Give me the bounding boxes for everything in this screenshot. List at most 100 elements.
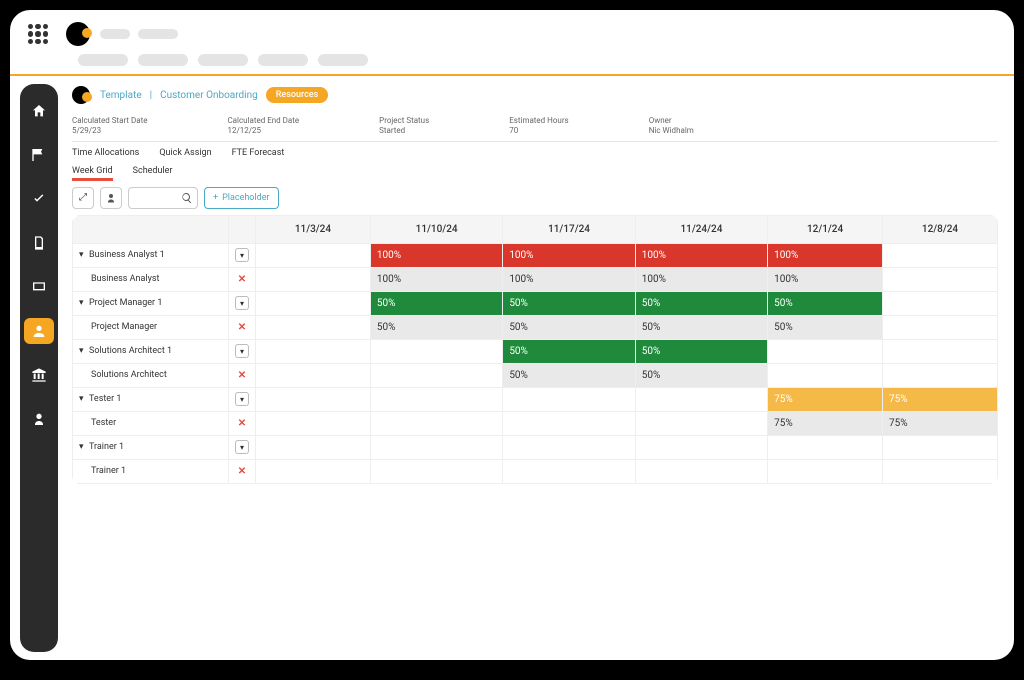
tab-time-allocations[interactable]: Time Allocations <box>72 148 139 158</box>
tab-fte-forecast[interactable]: FTE Forecast <box>232 148 285 158</box>
nav-board[interactable] <box>24 274 54 300</box>
row-label[interactable]: Project Manager <box>73 315 229 339</box>
allocation-cell[interactable] <box>635 435 767 459</box>
allocation-cell[interactable]: 100% <box>503 243 635 267</box>
allocation-cell[interactable]: 50% <box>503 291 635 315</box>
allocation-cell[interactable] <box>635 387 767 411</box>
chevron-down-icon[interactable]: ▾ <box>79 346 87 356</box>
nav-home[interactable] <box>24 98 54 124</box>
nav-bank[interactable] <box>24 362 54 388</box>
allocation-cell[interactable]: 50% <box>503 315 635 339</box>
allocation-cell[interactable] <box>256 459 371 483</box>
allocation-cell[interactable] <box>256 435 371 459</box>
allocation-cell[interactable] <box>768 435 883 459</box>
allocation-cell[interactable] <box>635 459 767 483</box>
placeholder-button[interactable]: + Placeholder <box>204 187 279 209</box>
allocation-cell[interactable] <box>883 315 998 339</box>
allocation-cell[interactable] <box>370 387 502 411</box>
nav-user[interactable] <box>24 406 54 432</box>
allocation-cell[interactable] <box>503 387 635 411</box>
allocation-cell[interactable]: 75% <box>883 411 998 435</box>
allocation-cell[interactable] <box>883 363 998 387</box>
allocation-cell[interactable] <box>768 363 883 387</box>
allocation-cell[interactable]: 50% <box>768 291 883 315</box>
allocation-cell[interactable] <box>256 387 371 411</box>
allocation-cell[interactable]: 75% <box>768 387 883 411</box>
allocation-cell[interactable] <box>256 339 371 363</box>
allocation-cell[interactable] <box>503 435 635 459</box>
allocation-cell[interactable] <box>256 291 371 315</box>
row-label[interactable]: ▾Solutions Architect 1 <box>73 339 229 363</box>
allocation-cell[interactable] <box>256 267 371 291</box>
allocation-cell[interactable] <box>883 267 998 291</box>
chevron-down-icon[interactable]: ▾ <box>79 442 87 452</box>
chevron-down-icon[interactable]: ▾ <box>79 298 87 308</box>
row-label[interactable]: Tester <box>73 411 229 435</box>
tab-week-grid[interactable]: Week Grid <box>72 166 113 181</box>
apps-grid-icon[interactable] <box>28 24 48 44</box>
allocation-cell[interactable]: 75% <box>883 387 998 411</box>
row-menu-button[interactable]: ▾ <box>235 344 249 358</box>
allocation-cell[interactable]: 50% <box>503 339 635 363</box>
allocation-cell[interactable] <box>768 459 883 483</box>
user-filter-button[interactable] <box>100 187 122 209</box>
allocation-cell[interactable] <box>370 339 502 363</box>
search-input[interactable] <box>128 187 198 209</box>
allocation-cell[interactable] <box>256 315 371 339</box>
chevron-down-icon[interactable]: ▾ <box>79 250 87 260</box>
row-label[interactable]: ▾Business Analyst 1 <box>73 243 229 267</box>
allocation-cell[interactable]: 50% <box>635 339 767 363</box>
nav-flag[interactable] <box>24 142 54 168</box>
allocation-cell[interactable]: 100% <box>370 267 502 291</box>
allocation-cell[interactable]: 100% <box>635 243 767 267</box>
allocation-cell[interactable]: 50% <box>503 363 635 387</box>
allocation-cell[interactable] <box>883 291 998 315</box>
allocation-cell[interactable]: 100% <box>768 243 883 267</box>
allocation-cell[interactable]: 50% <box>370 315 502 339</box>
allocation-cell[interactable]: 50% <box>370 291 502 315</box>
allocation-cell[interactable]: 100% <box>503 267 635 291</box>
tab-scheduler[interactable]: Scheduler <box>133 166 173 181</box>
allocation-cell[interactable]: 50% <box>635 363 767 387</box>
allocation-cell[interactable] <box>256 411 371 435</box>
allocation-cell[interactable]: 100% <box>768 267 883 291</box>
remove-button[interactable]: ✕ <box>238 274 246 285</box>
nav-check[interactable] <box>24 186 54 212</box>
allocation-cell[interactable]: 50% <box>635 291 767 315</box>
row-label[interactable]: Business Analyst <box>73 267 229 291</box>
row-label[interactable]: ▾Project Manager 1 <box>73 291 229 315</box>
breadcrumb-template[interactable]: Template <box>100 90 142 101</box>
remove-button[interactable]: ✕ <box>238 466 246 477</box>
row-menu-button[interactable]: ▾ <box>235 440 249 454</box>
allocation-cell[interactable] <box>635 411 767 435</box>
allocation-cell[interactable] <box>370 435 502 459</box>
allocation-cell[interactable] <box>883 243 998 267</box>
remove-button[interactable]: ✕ <box>238 322 246 333</box>
allocation-cell[interactable] <box>503 459 635 483</box>
row-menu-button[interactable]: ▾ <box>235 248 249 262</box>
allocation-cell[interactable]: 75% <box>768 411 883 435</box>
allocation-cell[interactable] <box>883 435 998 459</box>
nav-docs[interactable] <box>24 230 54 256</box>
allocation-cell[interactable]: 100% <box>370 243 502 267</box>
allocation-cell[interactable] <box>883 459 998 483</box>
allocation-cell[interactable] <box>256 243 371 267</box>
allocation-cell[interactable] <box>883 339 998 363</box>
allocation-cell[interactable] <box>370 411 502 435</box>
allocation-cell[interactable] <box>256 363 371 387</box>
tab-quick-assign[interactable]: Quick Assign <box>159 148 211 158</box>
allocation-cell[interactable]: 100% <box>635 267 767 291</box>
row-label[interactable]: ▾Tester 1 <box>73 387 229 411</box>
row-label[interactable]: Solutions Architect <box>73 363 229 387</box>
row-label[interactable]: Trainer 1 <box>73 459 229 483</box>
remove-button[interactable]: ✕ <box>238 418 246 429</box>
allocation-cell[interactable] <box>768 339 883 363</box>
allocation-cell[interactable]: 50% <box>768 315 883 339</box>
breadcrumb-project[interactable]: Customer Onboarding <box>160 90 258 101</box>
remove-button[interactable]: ✕ <box>238 370 246 381</box>
collapse-button[interactable]: ⤢ <box>72 187 94 209</box>
allocation-cell[interactable] <box>370 363 502 387</box>
allocation-cell[interactable]: 50% <box>635 315 767 339</box>
chevron-down-icon[interactable]: ▾ <box>79 394 87 404</box>
row-menu-button[interactable]: ▾ <box>235 392 249 406</box>
